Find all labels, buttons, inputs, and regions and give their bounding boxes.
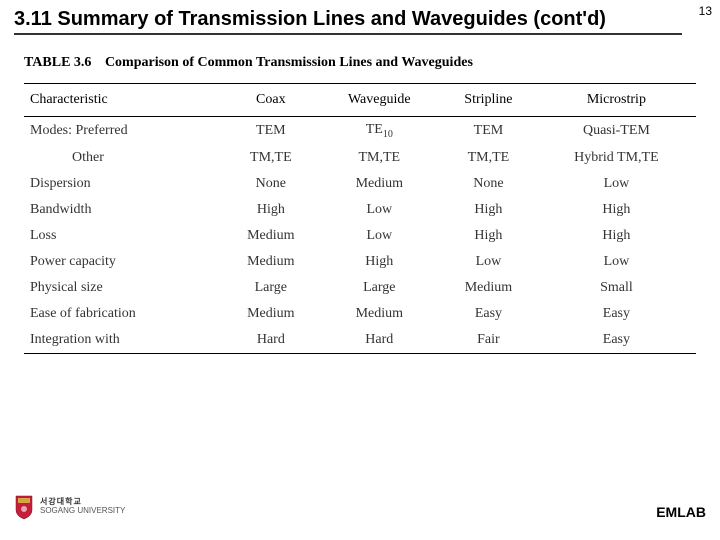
table-row: BandwidthHighLowHighHigh: [24, 197, 696, 223]
col-coax: Coax: [223, 84, 318, 117]
table-cell: Small: [537, 275, 696, 301]
lab-label: EMLAB: [656, 504, 706, 520]
col-microstrip: Microstrip: [537, 84, 696, 117]
table-cell: Fair: [440, 327, 537, 354]
content-area: TABLE 3.6 Comparison of Common Transmiss…: [0, 39, 720, 354]
university-name-en: SOGANG UNIVERSITY: [40, 507, 125, 516]
row-label: Dispersion: [24, 171, 223, 197]
table-cell: Low: [319, 223, 441, 249]
row-label: Physical size: [24, 275, 223, 301]
shield-icon: [14, 494, 34, 520]
table-cell: High: [440, 197, 537, 223]
row-label: Other: [24, 145, 223, 171]
col-waveguide: Waveguide: [319, 84, 441, 117]
table-cell: High: [537, 223, 696, 249]
row-label: Loss: [24, 223, 223, 249]
table-cell: Medium: [223, 223, 318, 249]
row-label: Ease of fabrication: [24, 301, 223, 327]
row-label: Bandwidth: [24, 197, 223, 223]
section-title: 3.11 Summary of Transmission Lines and W…: [14, 8, 682, 35]
table-header-row: Characteristic Coax Waveguide Stripline …: [24, 84, 696, 117]
table-row: Power capacityMediumHighLowLow: [24, 249, 696, 275]
table-cell: High: [440, 223, 537, 249]
table-cell: Hard: [223, 327, 318, 354]
table-cell: Medium: [440, 275, 537, 301]
table-cell: None: [223, 171, 318, 197]
table-cell: Large: [223, 275, 318, 301]
table-cell: High: [223, 197, 318, 223]
table-cell: Low: [440, 249, 537, 275]
footer: 서강대학교 SOGANG UNIVERSITY EMLAB: [0, 480, 720, 520]
table-cell: Medium: [319, 171, 441, 197]
table-cell: TM,TE: [319, 145, 441, 171]
table-cell: Easy: [440, 301, 537, 327]
table-cell: Easy: [537, 327, 696, 354]
table-cell: Quasi-TEM: [537, 117, 696, 145]
table-cell: Low: [319, 197, 441, 223]
comparison-table: Characteristic Coax Waveguide Stripline …: [24, 83, 696, 354]
table-row: LossMediumLowHighHigh: [24, 223, 696, 249]
table-row: Integration withHardHardFairEasy: [24, 327, 696, 354]
page-number: 13: [699, 4, 712, 18]
table-label-row: TABLE 3.6 Comparison of Common Transmiss…: [24, 55, 696, 71]
university-text: 서강대학교 SOGANG UNIVERSITY: [40, 498, 125, 516]
table-cell: High: [319, 249, 441, 275]
table-cell: Medium: [319, 301, 441, 327]
row-label: Modes: Preferred: [24, 117, 223, 145]
table-cell: TEM: [440, 117, 537, 145]
row-label: Integration with: [24, 327, 223, 354]
row-label: Power capacity: [24, 249, 223, 275]
table-cell: Hybrid TM,TE: [537, 145, 696, 171]
table-row: Modes: PreferredTEMTE10TEMQuasi-TEM: [24, 117, 696, 145]
table-label: TABLE 3.6: [24, 55, 91, 70]
table-cell: Low: [537, 249, 696, 275]
table-cell: TM,TE: [440, 145, 537, 171]
table-cell: Hard: [319, 327, 441, 354]
table-row: Physical sizeLargeLargeMediumSmall: [24, 275, 696, 301]
table-cell: TM,TE: [223, 145, 318, 171]
table-cell: Low: [537, 171, 696, 197]
table-caption: Comparison of Common Transmission Lines …: [105, 55, 473, 70]
table-cell: TE10: [319, 117, 441, 145]
table-row: Ease of fabricationMediumMediumEasyEasy: [24, 301, 696, 327]
table-cell: Large: [319, 275, 441, 301]
table-cell: Easy: [537, 301, 696, 327]
table-row: DispersionNoneMediumNoneLow: [24, 171, 696, 197]
col-stripline: Stripline: [440, 84, 537, 117]
table-cell: Medium: [223, 249, 318, 275]
university-logo: 서강대학교 SOGANG UNIVERSITY: [14, 494, 125, 520]
table-cell: TEM: [223, 117, 318, 145]
table-cell: High: [537, 197, 696, 223]
table-cell: None: [440, 171, 537, 197]
table-cell: Medium: [223, 301, 318, 327]
col-characteristic: Characteristic: [24, 84, 223, 117]
table-row: OtherTM,TETM,TETM,TEHybrid TM,TE: [24, 145, 696, 171]
